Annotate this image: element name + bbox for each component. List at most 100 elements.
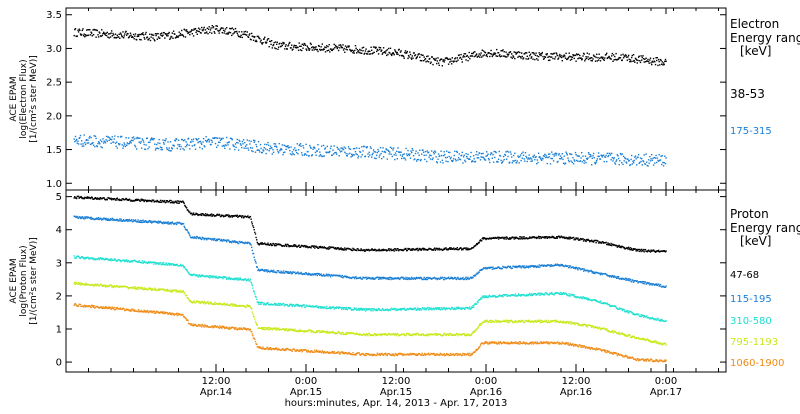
data-point [199,147,200,148]
data-point [267,149,268,150]
data-point [140,220,141,221]
data-point [434,247,435,248]
data-point [189,235,190,236]
data-point [316,305,317,306]
data-point [137,221,138,222]
data-point [168,221,169,222]
data-point [340,147,341,148]
data-point [544,294,545,295]
data-point [273,44,274,45]
data-point [252,223,253,224]
data-point [284,42,285,43]
data-point [615,306,616,307]
data-point [445,247,446,248]
data-point [638,249,639,250]
data-point [400,50,401,51]
data-point [630,247,631,248]
data-point [126,35,127,36]
data-point [274,143,275,144]
data-point [392,149,393,150]
data-point [597,240,598,241]
data-point [347,155,348,156]
data-point [504,159,505,160]
data-point [603,155,604,156]
data-point [84,198,85,199]
data-point [375,158,376,159]
data-point [507,151,508,152]
data-point [362,278,363,279]
data-point [510,51,511,52]
data-point [345,307,346,308]
data-point [560,55,561,56]
data-point [238,277,239,278]
data-point [462,277,463,278]
data-point [405,50,406,51]
data-point [600,300,601,301]
data-point [444,279,445,280]
data-point [262,42,263,43]
data-point [540,55,541,56]
data-point [345,153,346,154]
data-point [529,238,530,239]
data-point [646,315,647,316]
data-point [262,152,263,153]
data-point [320,246,321,247]
data-point [89,137,90,138]
data-point [420,54,421,55]
data-point [441,308,442,309]
data-point [567,265,568,266]
data-point [198,276,199,277]
data-point [471,53,472,54]
data-point [180,146,181,147]
data-point [435,250,436,251]
data-point [426,277,427,278]
data-point [231,215,232,216]
data-point [170,200,171,201]
data-point [192,214,193,215]
data-point [614,157,615,158]
data-point [307,246,308,247]
data-point [80,282,81,283]
data-point [591,271,592,272]
data-point [87,29,88,30]
data-point [443,155,444,156]
data-point [412,249,413,250]
data-point [574,159,575,160]
data-point [630,61,631,62]
data-point [528,58,529,59]
data-point [131,219,132,220]
data-point [605,242,606,243]
data-point [587,298,588,299]
data-point [612,160,613,161]
data-point [527,56,528,57]
data-point [489,52,490,53]
data-point [480,159,481,160]
data-point [294,244,295,245]
data-point [533,52,534,53]
data-point [572,162,573,163]
data-point [509,238,510,239]
data-point [528,157,529,158]
data-point [111,219,112,220]
data-point [379,277,380,278]
data-point [200,142,201,143]
data-point [435,58,436,59]
data-point [465,247,466,248]
data-point [271,40,272,41]
data-point [650,251,651,252]
data-point [255,262,256,263]
data-point [475,244,476,245]
data-point [404,153,405,154]
data-point [642,281,643,282]
data-point [519,236,520,237]
data-point [372,248,373,249]
data-point [87,35,88,36]
data-point [485,295,486,296]
data-point [662,64,663,65]
data-point [613,277,614,278]
data-point [480,156,481,157]
data-point [631,281,632,282]
data-point [299,42,300,43]
data-point [630,249,631,250]
data-point [259,150,260,151]
